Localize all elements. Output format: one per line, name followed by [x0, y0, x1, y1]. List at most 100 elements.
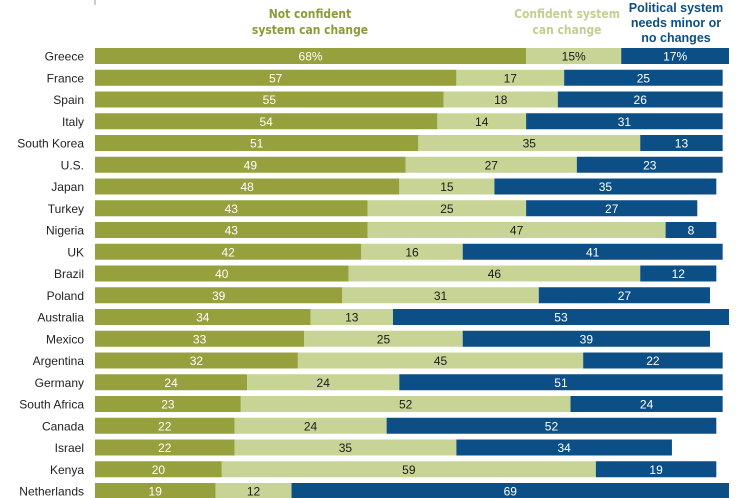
data-label: 55	[263, 93, 277, 107]
data-label: 52	[545, 419, 559, 433]
data-label: 13	[675, 137, 689, 151]
data-label: 19	[149, 485, 163, 498]
data-label: 27	[605, 202, 619, 216]
data-label: 8	[688, 224, 695, 238]
data-label: 42	[221, 245, 235, 259]
data-label: 26	[634, 93, 648, 107]
category-label: Nigeria	[46, 224, 84, 238]
bar-segment	[95, 352, 298, 369]
data-label: 32	[190, 354, 204, 368]
bar-segment	[215, 483, 292, 498]
bar-segment	[310, 309, 393, 325]
category-label: Argentina	[33, 354, 85, 368]
data-label: 68%	[299, 50, 323, 64]
bar-segment	[583, 352, 723, 369]
data-label: 33	[193, 332, 207, 346]
data-label: 13	[345, 311, 359, 325]
category-label: Netherlands	[19, 485, 84, 498]
data-label: 12	[672, 267, 686, 281]
data-label: 52	[399, 398, 413, 412]
bar-segment	[221, 461, 596, 478]
bar-segment	[437, 113, 527, 130]
bar-segment	[234, 417, 387, 434]
bar-segment	[348, 265, 641, 282]
bar-segment	[361, 243, 463, 260]
bar-segment	[367, 222, 666, 238]
bar-segment	[247, 374, 400, 391]
data-label: 16	[405, 245, 419, 259]
data-label: 43	[225, 224, 239, 238]
bar-segment	[367, 200, 527, 217]
legend-line: Political system	[628, 1, 724, 15]
bar-segment	[234, 439, 457, 456]
bar-segment	[95, 439, 235, 456]
category-label: South Africa	[19, 398, 84, 412]
data-label: 14	[475, 115, 489, 129]
bar-segment	[399, 374, 723, 391]
legend-confident: Confident system can change	[507, 6, 627, 38]
bar-segment	[95, 396, 241, 412]
bar-segment	[564, 69, 723, 86]
bar-segment	[95, 156, 406, 173]
bar-segment	[95, 287, 343, 304]
legend-line: can change	[532, 22, 602, 37]
category-label: Kenya	[50, 463, 84, 477]
bar-segment	[526, 200, 698, 217]
data-label: 27	[485, 158, 499, 172]
bar-segment	[538, 287, 710, 304]
data-label: 46	[488, 267, 502, 281]
data-label: 22	[646, 354, 660, 368]
data-label: 25	[440, 202, 454, 216]
bar-segment	[95, 113, 438, 130]
data-label: 25	[377, 332, 391, 346]
bar-segment	[443, 91, 558, 108]
category-label: Japan	[51, 180, 84, 194]
data-label: 49	[244, 158, 258, 172]
bar-segment	[297, 352, 584, 369]
data-label: 40	[215, 267, 229, 281]
data-label: 23	[643, 158, 657, 172]
data-label: 17%	[663, 50, 687, 64]
category-label: U.S.	[61, 158, 84, 172]
bar-segment	[95, 309, 311, 325]
bar-segment	[665, 222, 717, 238]
bar-segment	[95, 417, 235, 434]
legend-line: system can change	[251, 22, 369, 37]
data-label: 27	[618, 289, 632, 303]
bar-segment	[95, 91, 444, 108]
bar-segment	[640, 135, 723, 151]
data-label: 22	[158, 419, 172, 433]
data-label: 34	[557, 441, 571, 455]
category-label: Brazil	[54, 267, 84, 281]
data-label: 24	[317, 376, 331, 390]
category-label: Italy	[62, 115, 84, 129]
category-label: Spain	[53, 93, 84, 107]
data-label: 24	[640, 398, 654, 412]
bar-segment	[95, 243, 362, 260]
data-label: 35	[599, 180, 613, 194]
bar-segment	[621, 48, 729, 64]
bar-segment	[640, 265, 717, 282]
data-label: 39	[580, 332, 594, 346]
bar-segment	[95, 135, 419, 151]
bar-segment	[526, 48, 622, 64]
bar-segment	[95, 483, 216, 498]
bar-segment	[95, 48, 527, 64]
category-label: France	[47, 71, 85, 85]
data-label: 24	[164, 376, 178, 390]
category-label: Greece	[45, 50, 85, 64]
bar-segment	[304, 330, 463, 347]
bar-segment	[392, 309, 729, 325]
data-label: 59	[402, 463, 416, 477]
bar-segment	[456, 439, 672, 456]
data-label: 20	[152, 463, 166, 477]
data-label: 22	[158, 441, 172, 455]
category-label: UK	[67, 245, 84, 259]
data-label: 18	[494, 93, 508, 107]
legend-line: Not confident	[268, 6, 352, 21]
bar-segment	[595, 461, 717, 478]
category-label: South Korea	[17, 137, 84, 151]
bar-segment	[494, 178, 717, 195]
bar-segment	[462, 330, 710, 347]
